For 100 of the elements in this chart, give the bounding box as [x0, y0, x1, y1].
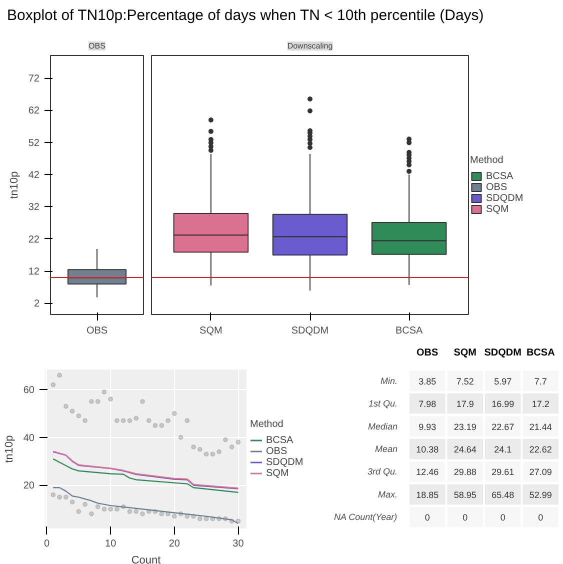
point — [102, 389, 107, 394]
y-tick-label: 62 — [28, 106, 40, 117]
point — [152, 422, 158, 428]
point — [127, 509, 132, 514]
point — [178, 434, 184, 440]
legend-label: BCSA — [486, 170, 514, 182]
point — [57, 372, 62, 378]
point — [50, 492, 56, 498]
point — [82, 418, 88, 424]
point — [229, 444, 234, 450]
point — [204, 452, 209, 457]
data-label: 7.7 — [534, 376, 547, 386]
x-tick-label: OBS — [416, 348, 439, 358]
point — [236, 518, 241, 524]
data-label: 29.61 — [492, 467, 514, 478]
y-tick-label: 60 — [23, 385, 35, 396]
point — [114, 506, 120, 512]
y-tick-label: 40 — [23, 432, 35, 444]
legend-label: SDQDM — [266, 456, 304, 468]
point — [127, 418, 132, 424]
point — [76, 509, 82, 514]
y-tick-label: 12 — [28, 266, 40, 278]
point — [172, 514, 177, 519]
data-label: 22.62 — [529, 444, 552, 454]
point — [159, 511, 164, 516]
x-tick-label: BCSA — [526, 348, 555, 358]
data-label: 52.99 — [529, 490, 552, 500]
data-label: 12.46 — [416, 467, 439, 478]
point — [222, 437, 228, 442]
point — [120, 418, 126, 424]
point — [210, 452, 216, 457]
data-label: 22.67 — [492, 422, 514, 432]
y-tick-label: 1st Qu. — [368, 398, 398, 409]
point — [63, 404, 68, 409]
point — [197, 516, 202, 522]
point — [57, 494, 62, 500]
x-tick-label: SDQDM — [484, 348, 522, 358]
point — [95, 504, 100, 510]
legend-label: OBS — [266, 446, 288, 456]
data-label: 9.93 — [418, 422, 436, 432]
data-label: 65.48 — [492, 490, 514, 500]
point — [50, 382, 56, 388]
line-series — [52, 458, 239, 493]
legend-label: SDQDM — [486, 192, 524, 204]
data-label: 18.85 — [416, 490, 439, 500]
y-tick-label: 22 — [28, 234, 40, 246]
point — [166, 418, 171, 424]
point — [172, 411, 177, 416]
x-tick-label: 10 — [105, 538, 117, 550]
x-axis-title: Count — [131, 554, 161, 564]
text: Downscaling — [287, 42, 333, 50]
data-label: 7.98 — [418, 399, 436, 410]
data-label: 3.85 — [418, 376, 436, 386]
x-tick-label: 20 — [168, 538, 180, 550]
y-tick-label: 52 — [28, 138, 40, 149]
data-label: 0 — [462, 512, 468, 523]
data-label: 27.09 — [529, 467, 552, 478]
x-tick-label: 30 — [232, 538, 244, 550]
point — [236, 440, 241, 445]
data-label: 10.38 — [416, 444, 439, 454]
y-tick-label: 32 — [28, 202, 40, 214]
point — [197, 446, 202, 452]
data-label: 24.1 — [494, 444, 512, 454]
x-tick-label: SDQDM — [291, 326, 329, 336]
point — [134, 416, 139, 421]
data-label: 58.95 — [454, 490, 476, 500]
legend-label: SQM — [486, 204, 509, 214]
y-tick-label: Median — [368, 421, 398, 432]
legend-label: OBS — [486, 182, 508, 192]
point — [76, 413, 82, 418]
point — [216, 449, 222, 454]
point — [159, 422, 164, 428]
point — [63, 494, 68, 500]
point — [140, 399, 145, 404]
data-label: 17.2 — [532, 399, 550, 410]
data-label: 5.97 — [494, 376, 512, 386]
point — [140, 511, 145, 516]
point — [82, 502, 88, 507]
legend-label: BCSA — [266, 434, 294, 446]
y-tick-label: Max. — [378, 489, 398, 500]
data-label: 0 — [500, 512, 506, 523]
y-tick-label: 72 — [28, 74, 40, 85]
point — [108, 396, 114, 402]
point — [70, 499, 75, 504]
x-tick-label: SQM — [200, 326, 222, 336]
point — [191, 444, 196, 450]
y-tick-label: 3rd Qu. — [367, 466, 398, 477]
legend-title: Method — [250, 418, 284, 430]
point — [134, 509, 139, 514]
data-label: 29.88 — [454, 467, 476, 478]
data-label: 21.44 — [529, 422, 552, 432]
y-tick-label: 20 — [23, 480, 35, 492]
data-label: 16.99 — [492, 399, 514, 410]
data-label: 23.19 — [454, 422, 476, 432]
point — [102, 506, 107, 512]
data-label: 0 — [538, 512, 544, 523]
x-tick-label: 0 — [44, 538, 50, 550]
y-axis-title: tn10p — [3, 435, 16, 463]
point — [88, 399, 94, 404]
data-label: 24.64 — [454, 444, 476, 454]
